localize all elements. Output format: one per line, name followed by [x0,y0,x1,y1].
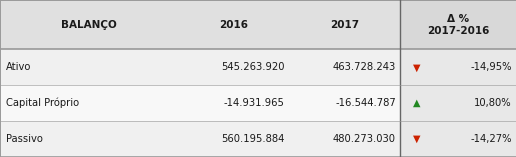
Text: ▼: ▼ [413,134,420,144]
Text: Capital Próprio: Capital Próprio [6,98,79,108]
Text: Ativo: Ativo [6,62,31,72]
Bar [400,121,516,157]
Text: BALANÇO: BALANÇO [61,20,117,30]
Text: -16.544.787: -16.544.787 [335,98,396,108]
Bar [400,85,516,121]
Text: -14.931.965: -14.931.965 [224,98,285,108]
Bar [0,85,400,121]
Text: 463.728.243: 463.728.243 [332,62,396,72]
Bar [400,49,516,85]
Text: -14,95%: -14,95% [471,62,512,72]
Text: -14,27%: -14,27% [471,134,512,144]
Text: 10,80%: 10,80% [474,98,512,108]
Text: ▲: ▲ [413,98,420,108]
Bar [0,121,400,157]
Text: 560.195.884: 560.195.884 [221,134,285,144]
Bar [400,0,516,49]
Text: 480.273.030: 480.273.030 [333,134,396,144]
Bar [0,0,400,49]
Text: 2017: 2017 [330,20,359,30]
Text: ▼: ▼ [413,62,420,72]
Text: 545.263.920: 545.263.920 [221,62,285,72]
Text: Passivo: Passivo [6,134,43,144]
Text: Δ %
2017-2016: Δ % 2017-2016 [427,14,489,35]
Text: 2016: 2016 [219,20,248,30]
Bar [0,49,400,85]
